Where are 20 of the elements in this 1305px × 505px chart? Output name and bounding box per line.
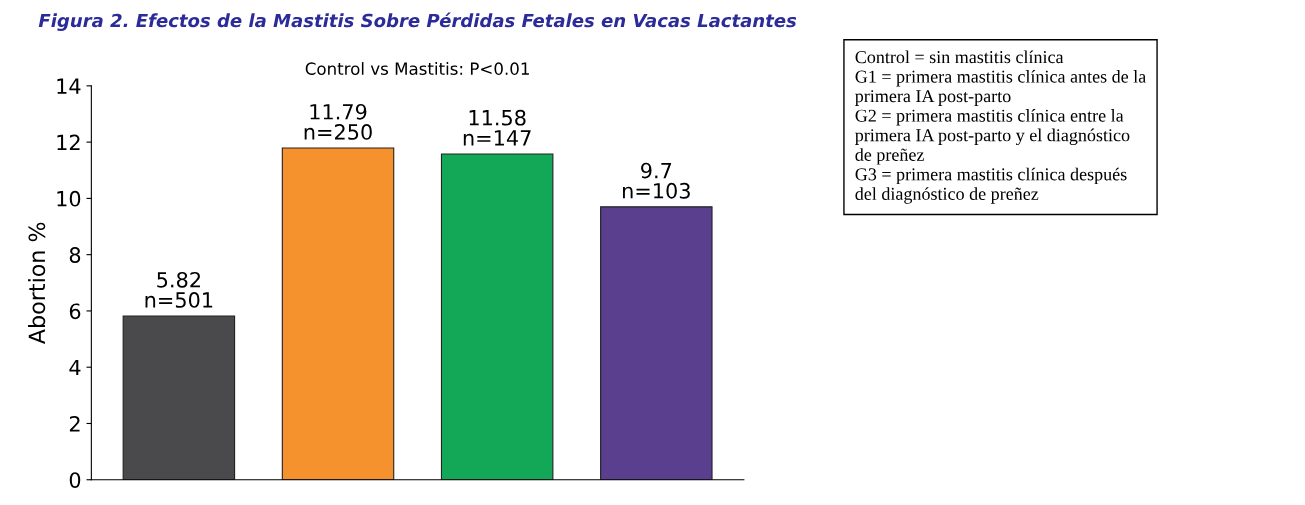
bar [600, 206, 713, 480]
y-tick-label: 2 [69, 415, 80, 432]
data-label: 11.58 n=147 [463, 109, 531, 146]
bar [122, 315, 236, 480]
data-label: 9.7 n=103 [623, 162, 690, 199]
y-tick-label: 8 [69, 247, 81, 263]
y-tick-label: 14 [57, 78, 81, 94]
chart-subtitle: Control vs Mastitis: P<0.01 [305, 62, 529, 75]
text: Control = sin mastitis clínica G1 = primera mastitis clínica antes de la primera IA post-parto G2 = primera mastitis clínica entre la primera IA post-parto y el diagnóstico de preñez G3 = primera mastitis clínica después del diagnóstico de preñez [855, 50, 1146, 204]
data-label: 11.79 n=250 [304, 103, 372, 140]
y-tick-label: 4 [69, 359, 81, 376]
chart-title: Figura 2. Efectos de la Mastitis Sobre Pérdidas Fetales en Vacas Lactantes [38, 12, 797, 31]
y-axis-title: Abortion % [28, 222, 46, 345]
y-tick-label: 6 [69, 303, 81, 320]
y-tick-label: 12 [57, 134, 80, 151]
bar [440, 153, 554, 480]
y-tick-label: 10 [57, 190, 81, 207]
y-tick-label: 0 [69, 472, 81, 488]
bar [281, 147, 395, 480]
data-label: 5.82 n=501 [145, 271, 213, 308]
